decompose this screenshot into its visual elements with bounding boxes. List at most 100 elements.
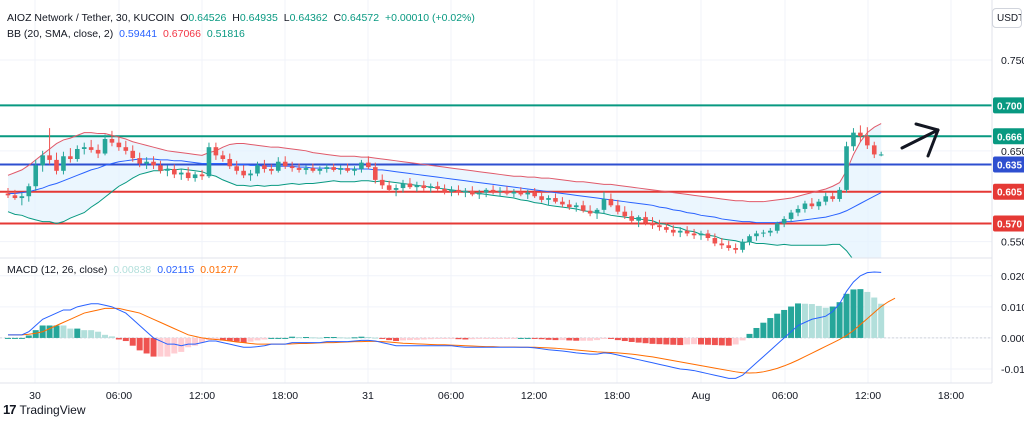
time-tick-label: 30: [29, 390, 41, 402]
time-tick-label: Aug: [692, 390, 711, 402]
candle-body: [594, 209, 600, 214]
candle-body: [352, 168, 357, 171]
macd-histogram-bar: [268, 337, 275, 339]
level-badge-label: 0.605: [997, 188, 1022, 199]
open-label: O: [180, 12, 189, 24]
macd-histogram-bar: [296, 337, 303, 338]
candlestick-series: [5, 125, 884, 254]
macd-histogram-bar: [607, 337, 614, 339]
candle-body: [837, 189, 842, 199]
candle-body: [40, 155, 45, 166]
macd-histogram-bar: [372, 337, 379, 339]
candle-body: [386, 185, 392, 190]
macd-histogram-bar: [642, 337, 649, 344]
candle-body: [151, 161, 156, 166]
candle-body: [33, 165, 39, 187]
candle-body: [400, 183, 406, 189]
macd-histogram-bar: [275, 337, 282, 339]
macd-histogram-bar: [247, 337, 254, 342]
bb-upper-line: [7, 123, 882, 203]
macd-histogram-bar: [129, 337, 136, 346]
macd-histogram-bar: [219, 337, 226, 341]
macd-histogram-bar: [517, 337, 524, 339]
open-value: 0.64526: [188, 12, 227, 24]
macd-tick-label: 0.020: [1001, 271, 1024, 283]
macd-histogram-bar: [309, 337, 316, 339]
candle-body: [275, 161, 281, 171]
tradingview-brand[interactable]: 17 TradingView: [3, 402, 86, 417]
macd-signal-line: [8, 297, 896, 374]
candle-body: [518, 191, 524, 195]
macd-histogram-bar: [635, 337, 642, 343]
currency-selector-button[interactable]: USDT: [992, 8, 1022, 28]
macd-histogram-bar: [136, 337, 143, 351]
macd-histogram-bar: [32, 330, 39, 338]
macd-line: [8, 271, 882, 379]
macd-histogram-bar: [490, 337, 497, 339]
arrow-annotation[interactable]: [900, 122, 940, 158]
macd-histogram-bar: [81, 330, 88, 338]
candle-body: [81, 147, 87, 149]
candle-body: [213, 147, 219, 156]
candle-body: [608, 198, 614, 206]
macd-title[interactable]: MACD (12, 26, close): [7, 264, 108, 276]
bb-lower-value: 0.51816: [206, 28, 245, 40]
candle-body: [463, 190, 468, 193]
macd-histogram-bar: [649, 337, 656, 344]
macd-histogram-bar: [788, 306, 795, 338]
candle-body: [691, 233, 697, 236]
price-tick-label: 0.750: [1001, 55, 1024, 67]
macd-histogram-bar: [691, 337, 698, 345]
bb-band-area: [8, 123, 882, 258]
candle-body: [636, 217, 641, 221]
time-tick-label: 18:00: [272, 390, 298, 402]
candle-body: [497, 190, 503, 192]
macd-signal-value: 0.01277: [200, 264, 239, 276]
candle-body: [553, 198, 558, 202]
candle-body: [407, 183, 413, 188]
macd-histogram-bar: [628, 337, 635, 342]
candle-body: [601, 198, 607, 210]
candle-body: [719, 243, 725, 246]
tradingview-logo: 17: [3, 402, 17, 417]
macd-histogram-bar: [698, 337, 704, 345]
candle-body: [61, 156, 66, 171]
candle-body: [768, 230, 773, 233]
candle-body: [657, 225, 662, 228]
close-label: C: [333, 12, 342, 24]
candle-body: [165, 168, 170, 171]
candle-body: [573, 205, 579, 208]
macd-tick-label: 0.000: [1001, 333, 1024, 345]
time-axis[interactable]: 30 06:00 12:00 18:00 31 06:00 12:00 18:00 Aug 06:…: [29, 390, 964, 402]
macd-histogram-bar: [483, 337, 490, 339]
macd-histogram-bar: [753, 327, 760, 338]
candle-body: [823, 196, 829, 202]
candle-body: [587, 210, 593, 214]
candle-body: [220, 155, 226, 159]
bb-title[interactable]: BB (20, SMA, close, 2): [7, 28, 114, 40]
macd-histogram-bar: [18, 337, 25, 339]
candle-body: [449, 189, 454, 192]
candle-body: [324, 167, 330, 169]
macd-histogram-bar: [60, 325, 67, 338]
candle-body: [788, 212, 794, 219]
symbol-title[interactable]: AIOZ Network / Tether, 30, KUCOIN: [7, 12, 175, 24]
candle-body: [359, 162, 364, 169]
candle-body: [511, 191, 517, 194]
macd-histogram-bar: [704, 337, 711, 345]
macd-histogram-bar: [795, 303, 802, 338]
price-axis[interactable]: 0.750 0.650 0.550 0.020 0.010 0.000 -0.010: [1001, 55, 1024, 376]
macd-histogram-bar: [53, 325, 60, 338]
macd-histogram-bar: [663, 337, 670, 345]
macd-histogram-bar: [233, 337, 240, 342]
candle-body: [54, 159, 59, 171]
candle-body: [206, 147, 212, 177]
macd-histogram-bar: [524, 337, 531, 339]
time-tick-label: 06:00: [106, 390, 132, 402]
candle-body: [712, 238, 718, 244]
macd-histogram-bar: [102, 334, 109, 338]
macd-histogram-bar: [711, 337, 718, 346]
macd-histogram-bar: [192, 337, 199, 346]
macd-histogram-bar: [143, 337, 150, 354]
